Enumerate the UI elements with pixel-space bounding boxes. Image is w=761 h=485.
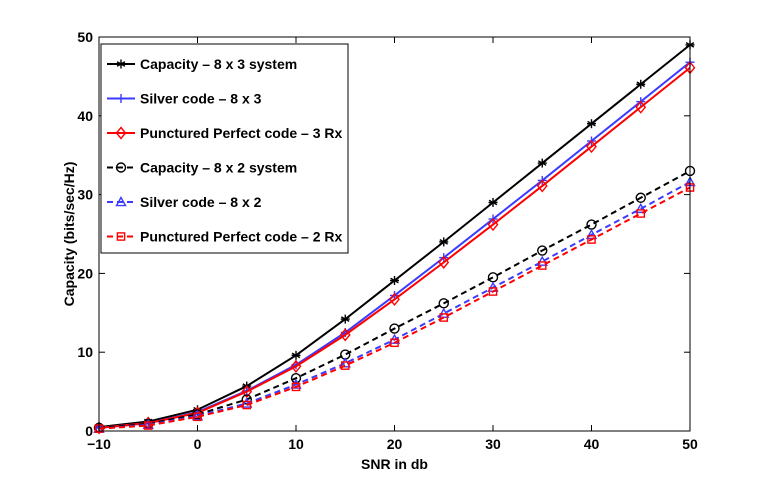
data-point xyxy=(340,314,350,324)
data-point xyxy=(241,384,253,399)
series-6 xyxy=(94,183,695,433)
series-line xyxy=(98,170,691,429)
y-axis-label: Capacity (bits/sec/Hz) xyxy=(61,162,77,307)
x-tick-label: 20 xyxy=(387,436,403,452)
legend-label: Capacity – 8 x 2 system xyxy=(140,160,297,176)
series-line xyxy=(98,186,691,430)
legend-item: Punctured Perfect code – 2 Rx xyxy=(107,229,343,245)
data-point xyxy=(242,400,252,410)
y-tick-label: 10 xyxy=(77,344,93,360)
data-point xyxy=(340,361,350,370)
data-point xyxy=(241,397,253,408)
legend-marker xyxy=(115,162,127,173)
legend-marker xyxy=(115,126,127,140)
legend-label: Silver code – 8 x 2 xyxy=(140,194,262,210)
data-point xyxy=(193,412,202,422)
y-tick-label: 40 xyxy=(77,108,93,124)
data-point xyxy=(488,197,498,207)
plot-marks xyxy=(93,40,696,435)
data-point xyxy=(290,378,302,389)
legend-label: Silver code – 8 x 3 xyxy=(140,91,262,107)
y-tick-label: 20 xyxy=(77,265,93,281)
x-tick-label: −10 xyxy=(87,436,111,452)
x-tick-label: 0 xyxy=(194,436,202,452)
legend-item: Silver code – 8 x 2 xyxy=(107,194,262,210)
data-point xyxy=(537,261,547,270)
y-tick-label: 0 xyxy=(85,423,93,439)
x-tick-label: 30 xyxy=(485,436,501,452)
data-point xyxy=(438,255,450,269)
data-point xyxy=(536,179,548,193)
legend-label: Capacity – 8 x 3 system xyxy=(140,56,297,72)
data-point xyxy=(587,235,596,244)
legend: Capacity – 8 x 3 system Silver code – 8 x… xyxy=(100,43,349,254)
data-point xyxy=(635,100,647,114)
data-point xyxy=(390,275,399,285)
data-point xyxy=(143,421,153,430)
data-point xyxy=(439,313,449,322)
data-point xyxy=(488,287,498,296)
legend-label: Punctured Perfect code – 2 Rx xyxy=(140,229,343,245)
data-point xyxy=(536,255,548,266)
data-point xyxy=(635,192,646,203)
data-point xyxy=(439,237,449,247)
data-point xyxy=(487,272,499,283)
legend-marker xyxy=(116,94,126,103)
data-point xyxy=(586,139,597,154)
data-point xyxy=(389,292,400,307)
data-point xyxy=(291,382,301,392)
data-point xyxy=(635,202,647,214)
legend-marker xyxy=(115,196,127,207)
legend-label: Punctured Perfect code – 3 Rx xyxy=(140,125,343,141)
legend-box xyxy=(100,43,349,254)
data-point xyxy=(537,245,548,256)
legend-item: Punctured Perfect code – 3 Rx xyxy=(107,125,343,141)
data-point xyxy=(389,323,400,334)
x-tick-label: 40 xyxy=(584,436,600,452)
data-point xyxy=(636,209,646,218)
x-axis-label: SNR in db xyxy=(361,456,428,472)
data-point xyxy=(390,338,399,348)
legend-item: Capacity – 8 x 2 system xyxy=(107,160,297,176)
legend-item: Silver code – 8 x 3 xyxy=(107,91,262,107)
y-tick-label: 50 xyxy=(77,29,93,45)
data-point xyxy=(537,158,547,168)
data-point xyxy=(587,119,596,129)
x-tick-label: 10 xyxy=(288,436,304,452)
y-tick-label: 30 xyxy=(77,187,93,203)
data-point xyxy=(487,217,499,232)
data-point xyxy=(586,219,597,230)
x-tick-label: 50 xyxy=(682,436,698,452)
legend-marker xyxy=(116,232,126,241)
data-point xyxy=(339,328,351,342)
data-point xyxy=(339,357,351,368)
data-point xyxy=(290,359,302,373)
data-point xyxy=(291,350,301,360)
legend-item: Capacity – 8 x 3 system xyxy=(107,56,297,72)
data-point xyxy=(636,79,646,89)
legend-marker xyxy=(116,59,126,69)
